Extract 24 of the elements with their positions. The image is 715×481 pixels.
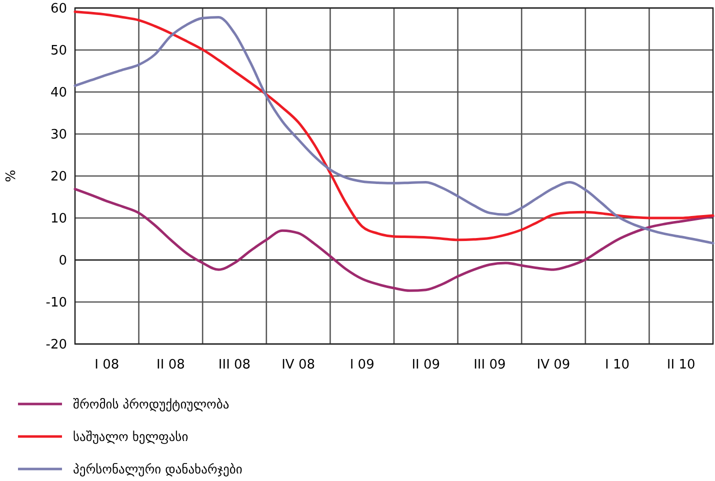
x-tick-label: III 08 xyxy=(218,358,251,373)
x-tick-label: I 08 xyxy=(94,358,120,373)
x-tick-label: I 09 xyxy=(350,358,374,373)
legend-label: პერსონალური დანახარჯები xyxy=(73,461,242,476)
line-series xyxy=(74,188,714,292)
x-tick-label: II 10 xyxy=(666,358,696,373)
y-tick-label: 50 xyxy=(50,44,67,59)
y-tick-label: 40 xyxy=(50,86,67,101)
y-tick-label: 0 xyxy=(58,254,67,269)
y-tick-label: 30 xyxy=(50,128,67,143)
x-tick-label: I 10 xyxy=(605,358,630,373)
x-tick-label: IV 08 xyxy=(282,358,316,373)
x-tick-label: II 09 xyxy=(412,358,440,373)
y-tick-label: -10 xyxy=(46,296,67,311)
x-tick-label: II 08 xyxy=(156,358,185,373)
y-tick-label: 10 xyxy=(50,212,67,227)
x-tick-label: III 09 xyxy=(474,358,506,373)
y-tick-label: 60 xyxy=(50,2,67,17)
y-tick-label: 20 xyxy=(50,170,67,185)
x-tick-label: IV 09 xyxy=(536,358,570,373)
y-axis-title: % xyxy=(4,170,19,182)
y-tick-label: -20 xyxy=(46,338,67,353)
legend-label: შრომის პროდუქტიულობა xyxy=(73,396,230,412)
legend-label: საშუალო ხელფასი xyxy=(73,428,188,444)
